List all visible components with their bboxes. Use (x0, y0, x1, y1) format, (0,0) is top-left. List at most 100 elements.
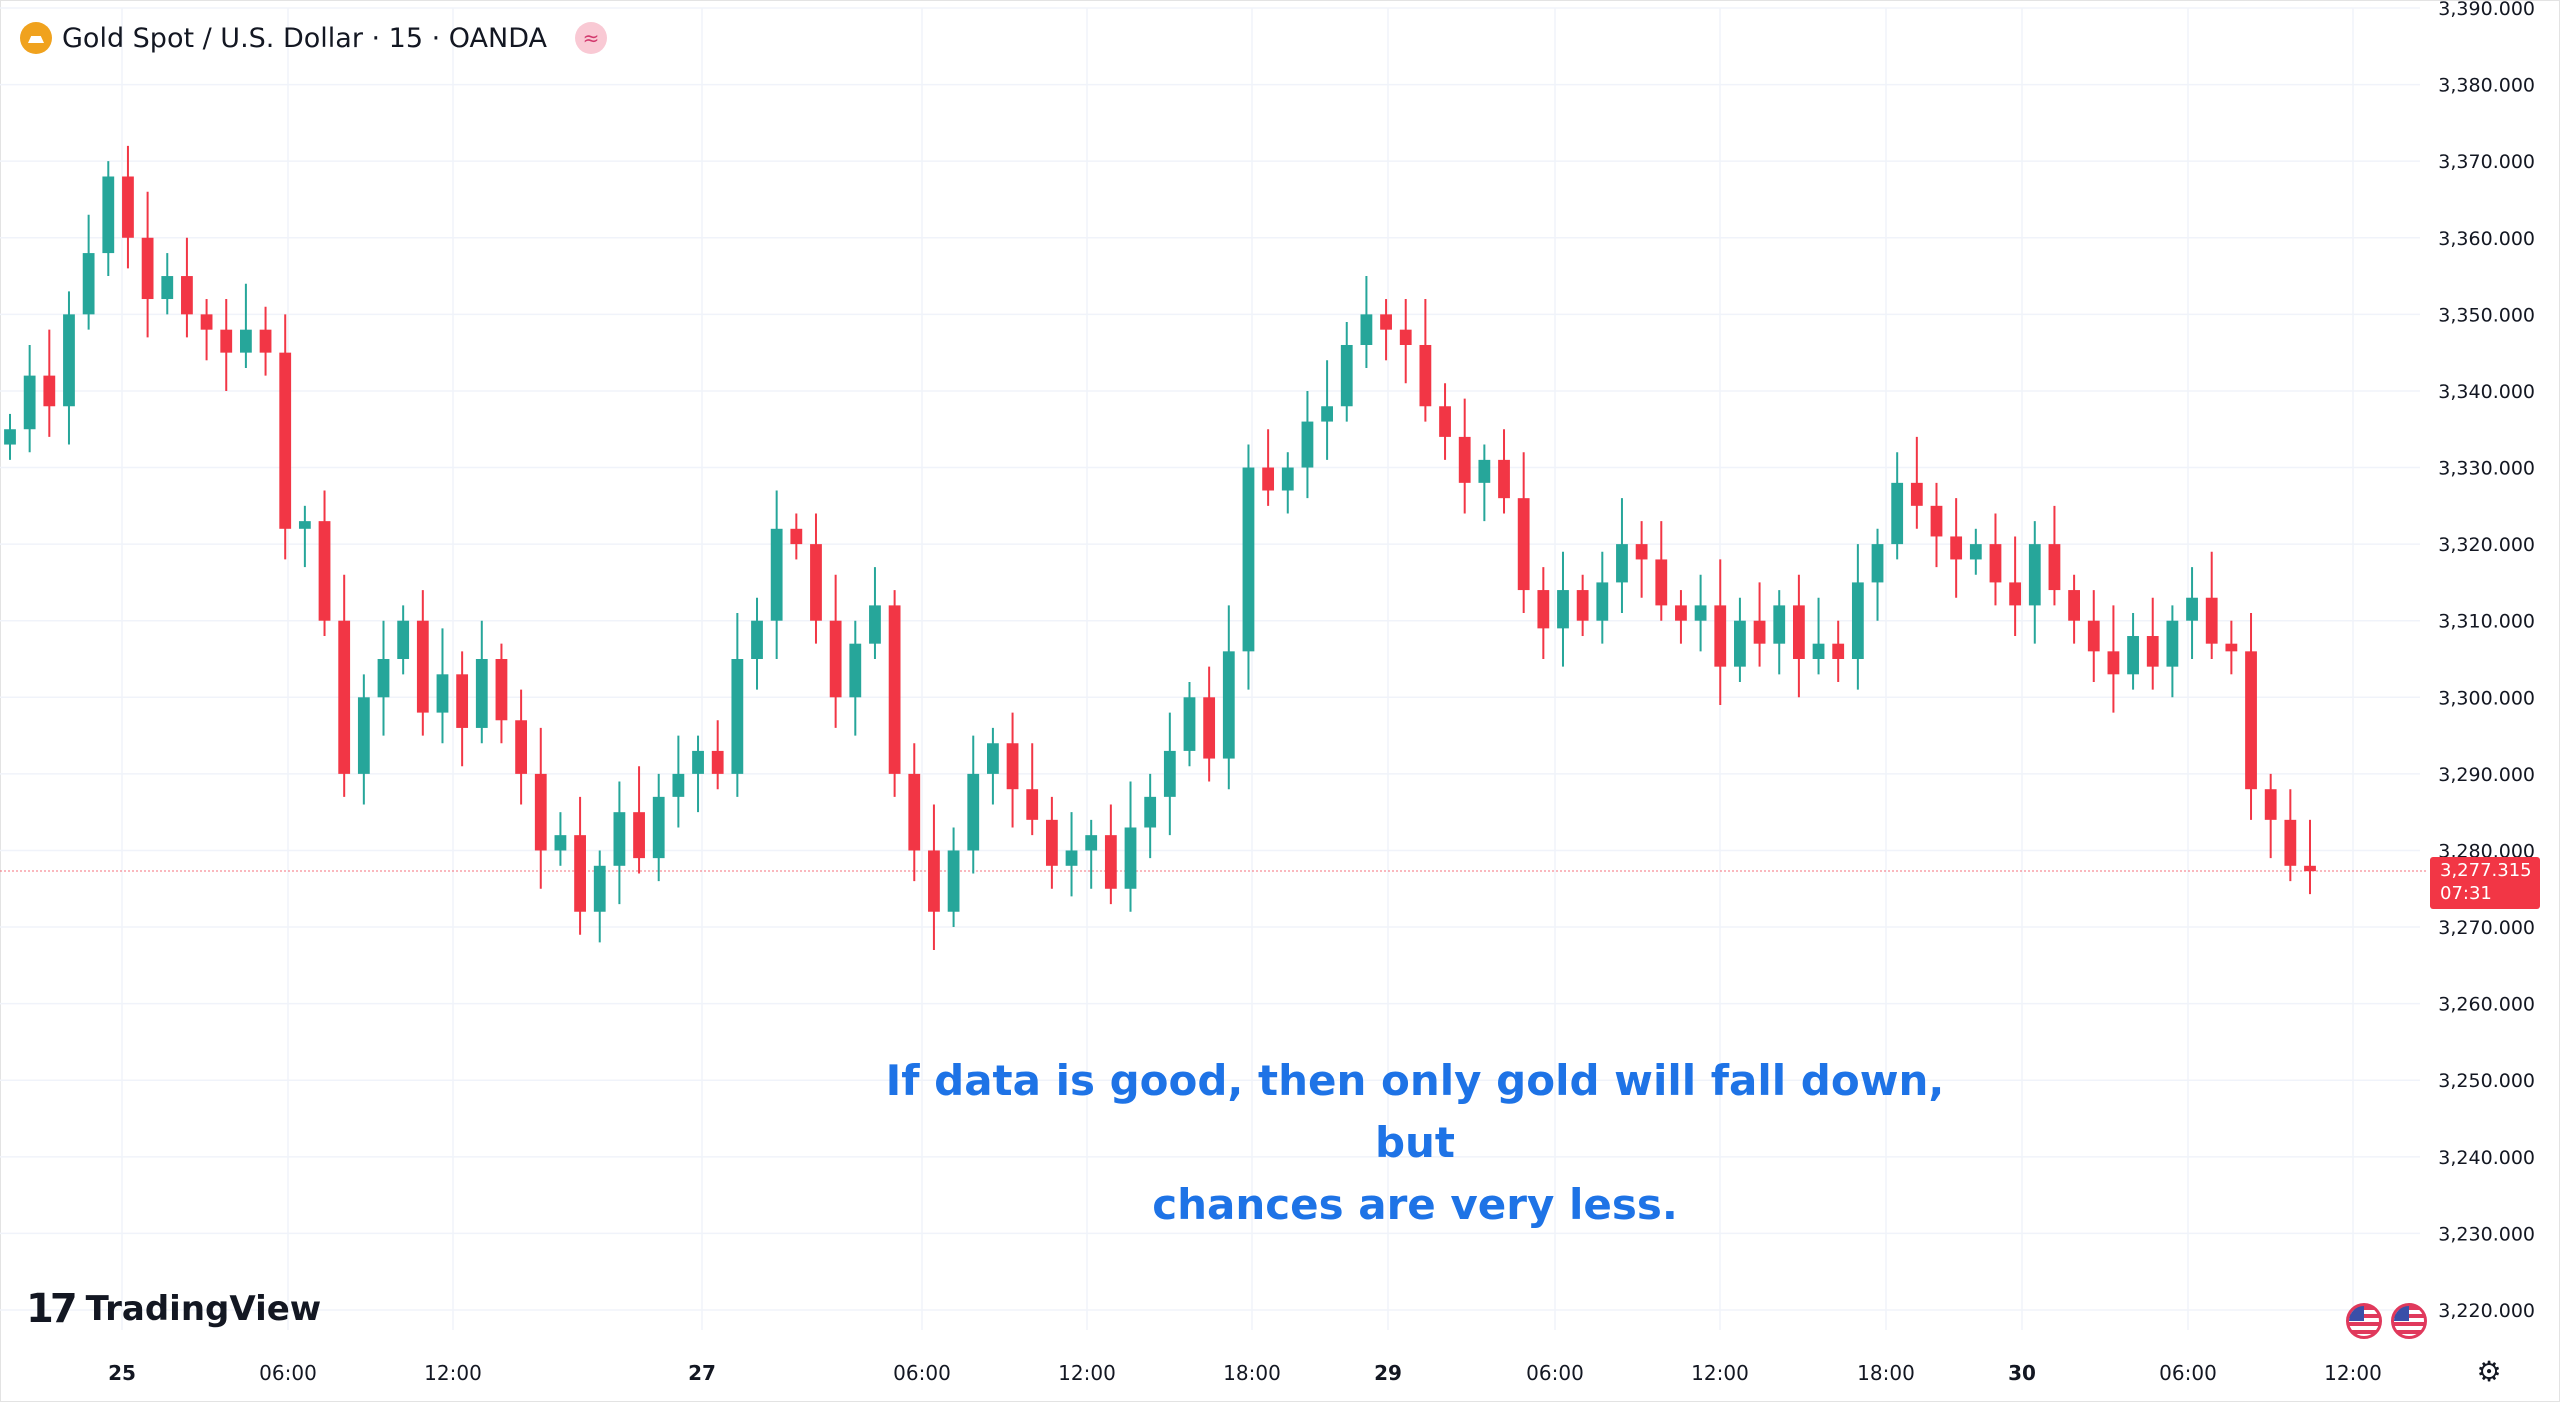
candle-body (2186, 597, 2198, 621)
candle-body (1989, 544, 2002, 583)
candle-body (2245, 651, 2257, 790)
candle-body (1714, 605, 1727, 667)
y-tick-label: 3,320.000 (2438, 534, 2535, 556)
candle-body (495, 659, 508, 721)
candle-body (987, 743, 999, 774)
x-tick-label: 18:00 (1857, 1361, 1915, 1385)
candle-body (2048, 544, 2061, 591)
candle-body (731, 659, 744, 774)
x-tick-label: 06:00 (2159, 1361, 2217, 1385)
y-tick-label: 3,230.000 (2438, 1223, 2535, 1245)
candle-body (1183, 697, 1196, 751)
x-tick-label: 12:00 (424, 1361, 482, 1385)
candle-body (2009, 582, 2022, 606)
candle-body (967, 773, 980, 851)
candle-body (2284, 819, 2297, 866)
x-tick-label: 12:00 (1058, 1361, 1116, 1385)
candle-body (2087, 620, 2100, 652)
candle-body (2166, 620, 2179, 667)
candle-body (515, 720, 528, 774)
candle-body (2127, 636, 2139, 675)
candle-body (475, 659, 488, 728)
candle-body (849, 643, 862, 698)
candle-body (1616, 544, 1628, 583)
candle-body (593, 865, 606, 912)
candle-body (2107, 651, 2120, 675)
candle-body (279, 352, 292, 529)
candle-body (574, 835, 586, 912)
candle-body (2264, 789, 2277, 820)
candle-body (4, 429, 16, 445)
candle-body (1439, 406, 1451, 437)
y-tick-label: 3,250.000 (2438, 1070, 2535, 1092)
candle-body (908, 773, 921, 851)
y-tick-label: 3,350.000 (2438, 304, 2535, 326)
us-flag-icon[interactable] (2346, 1303, 2382, 1339)
candle-body (397, 620, 410, 659)
indicator-wave-icon[interactable]: ≈ (575, 22, 607, 54)
candle-body (2028, 544, 2041, 606)
candle-body (141, 237, 154, 300)
candle-body (1399, 329, 1412, 345)
last-price-value: 3,277.315 (2440, 860, 2532, 881)
y-tick-label: 3,270.000 (2438, 917, 2535, 939)
candle-body (240, 329, 252, 353)
y-tick-label: 3,310.000 (2438, 611, 2535, 633)
y-tick-label: 3,390.000 (2438, 0, 2535, 20)
candle-body (711, 750, 724, 774)
candle-body (1753, 620, 1766, 644)
candle-body (436, 674, 449, 713)
candle-body (652, 796, 665, 859)
candle-body (672, 773, 685, 797)
symbol-title[interactable]: Gold Spot / U.S. Dollar · 15 · OANDA (62, 22, 547, 54)
candle-body (1557, 590, 1569, 629)
symbol-header[interactable]: Gold Spot / U.S. Dollar · 15 · OANDA ≈ (20, 18, 607, 58)
candle-body (2205, 597, 2218, 644)
chart-annotation-text[interactable]: If data is good, then only gold will fal… (870, 1050, 1960, 1236)
x-tick-label: 29 (1374, 1361, 1402, 1385)
y-tick-label: 3,280.000 (2438, 840, 2535, 862)
us-flag-icon[interactable] (2391, 1303, 2427, 1339)
x-tick-label: 25 (108, 1361, 136, 1385)
candle-body (1301, 421, 1314, 468)
candle-body (633, 812, 645, 859)
y-tick-label: 3,330.000 (2438, 458, 2535, 480)
candle-body (1871, 544, 1884, 583)
candle-body (338, 620, 351, 774)
candle-body (1910, 482, 1923, 506)
candle-body (416, 620, 429, 713)
candle-body (1950, 536, 1963, 560)
candle-body (1478, 459, 1491, 483)
candle-body (82, 253, 95, 315)
y-tick-label: 3,240.000 (2438, 1147, 2535, 1169)
candle-body (1734, 620, 1746, 667)
tradingview-logo[interactable]: 17 TradingView (26, 1286, 321, 1332)
candle-body (1812, 643, 1825, 659)
chart-settings-gear-icon[interactable]: ⚙ (2476, 1356, 2502, 1387)
x-tick-label: 12:00 (2324, 1361, 2382, 1385)
y-tick-label: 3,300.000 (2438, 687, 2535, 709)
candle-body (1537, 590, 1550, 629)
candle-body (1694, 605, 1707, 621)
candle-body (1026, 789, 1039, 820)
candle-body (1773, 605, 1786, 644)
candle-body (259, 329, 272, 353)
candle-body (1930, 505, 1943, 537)
candle-body (357, 697, 370, 774)
tradingview-logo-icon: 17 (26, 1286, 78, 1332)
y-tick-label: 3,380.000 (2438, 75, 2535, 97)
last-price-label: 3,277.315 07:31 (2430, 857, 2540, 909)
gold-coin-icon (20, 22, 52, 54)
candle-body (456, 674, 469, 728)
candle-body (1360, 314, 1373, 345)
candle-body (1262, 467, 1275, 491)
candle-body (122, 176, 134, 238)
candle-body (692, 750, 704, 774)
candle-body (1203, 697, 1216, 759)
candle-body (2225, 643, 2238, 652)
x-tick-label: 06:00 (1526, 1361, 1584, 1385)
candle-body (298, 521, 311, 529)
candle-body (1340, 344, 1353, 407)
candle-body (161, 276, 174, 300)
